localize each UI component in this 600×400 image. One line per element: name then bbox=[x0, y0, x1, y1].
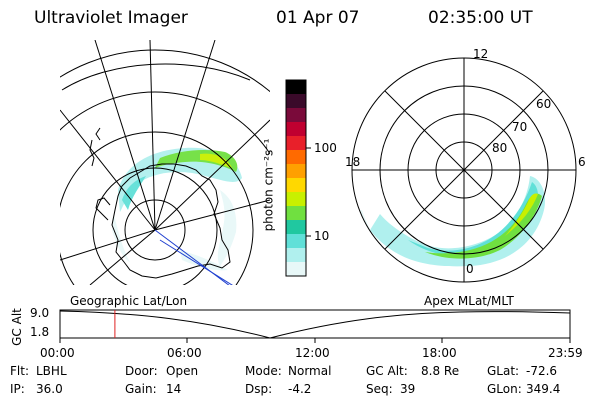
glat-label: GLat: bbox=[487, 364, 520, 378]
geographic-panel-label: Geographic Lat/Lon bbox=[70, 294, 188, 308]
altitude-plot bbox=[59, 309, 571, 343]
colorbar-band bbox=[286, 122, 306, 137]
colorbar-band bbox=[286, 80, 306, 95]
colorbar-band bbox=[286, 150, 306, 165]
gcalt-label: GC Alt: bbox=[366, 364, 408, 378]
colorbar-band bbox=[286, 108, 306, 123]
ip-value: 36.0 bbox=[36, 382, 63, 396]
ip-label: IP: bbox=[10, 382, 25, 396]
mlat-label-60: 60 bbox=[536, 97, 552, 111]
earth-limb bbox=[61, 63, 251, 91]
colorbar-band bbox=[286, 192, 306, 207]
gain-value: 14 bbox=[166, 382, 182, 396]
mlt-label-6: 6 bbox=[578, 155, 586, 169]
aurora-emission-magnetic bbox=[360, 176, 546, 267]
colorbar-tick-10: 10 bbox=[314, 229, 330, 243]
gain-label: Gain: bbox=[125, 382, 157, 396]
geographic-map bbox=[60, 40, 270, 285]
mlt-label-0: 0 bbox=[466, 262, 474, 276]
glon-label: GLon: bbox=[487, 382, 522, 396]
altitude-axis-label: GC Alt bbox=[9, 308, 24, 346]
mode-value: Normal bbox=[288, 364, 332, 378]
colorbar-band bbox=[286, 234, 306, 249]
mlt-label-18: 18 bbox=[345, 155, 361, 169]
observation-time: 02:35:00 UT bbox=[428, 8, 533, 28]
time-tick-1800: 18:00 bbox=[422, 346, 457, 360]
latitude-grid bbox=[60, 49, 270, 285]
time-tick-0600: 06:00 bbox=[167, 346, 202, 360]
coastline bbox=[89, 127, 231, 279]
glat-value: -72.6 bbox=[526, 364, 558, 378]
colorbar-band bbox=[286, 248, 306, 263]
track-lines bbox=[154, 229, 233, 285]
mlat-label-70: 70 bbox=[512, 120, 528, 134]
time-tick-0000: 00:00 bbox=[40, 346, 75, 360]
dsp-label: Dsp: bbox=[245, 382, 273, 396]
filter-value: LBHL bbox=[36, 364, 67, 378]
apex-panel-label: Apex MLat/MLT bbox=[424, 294, 514, 308]
colorbar bbox=[285, 79, 311, 277]
altitude-y-min: 1.8 bbox=[30, 325, 50, 339]
observation-date: 01 Apr 07 bbox=[276, 8, 360, 28]
colorbar-tick-100: 100 bbox=[314, 141, 337, 155]
mlat-label-80: 80 bbox=[492, 141, 508, 155]
colorbar-band bbox=[286, 136, 306, 151]
door-label: Door: bbox=[125, 364, 158, 378]
colorbar-band bbox=[286, 94, 306, 109]
seq-label: Seq: bbox=[366, 382, 393, 396]
time-tick-2359: 23:59 bbox=[548, 346, 583, 360]
altitude-y-max: 9.0 bbox=[30, 306, 50, 320]
colorbar-band bbox=[286, 164, 306, 179]
door-value: Open bbox=[166, 364, 199, 378]
colorbar-bands bbox=[286, 80, 306, 277]
seq-value: 39 bbox=[400, 382, 416, 396]
colorbar-band bbox=[286, 262, 306, 277]
colorbar-band bbox=[286, 206, 306, 221]
glon-value: 349.4 bbox=[526, 382, 561, 396]
mlt-label-12: 12 bbox=[473, 47, 489, 61]
gcalt-value: 8.8 Re bbox=[421, 364, 460, 378]
time-tick-1200: 12:00 bbox=[295, 346, 330, 360]
filter-label: Flt: bbox=[10, 364, 29, 378]
mlat-mlt-polar-plot bbox=[351, 57, 577, 283]
dsp-value: -4.2 bbox=[288, 382, 312, 396]
instrument-title: Ultraviolet Imager bbox=[34, 8, 188, 28]
colorbar-band bbox=[286, 178, 306, 193]
aurora-emission-geographic bbox=[112, 147, 242, 271]
mode-label: Mode: bbox=[245, 364, 282, 378]
colorbar-unit-label: photon cm⁻²s⁻¹ bbox=[261, 138, 276, 232]
colorbar-band bbox=[286, 220, 306, 235]
